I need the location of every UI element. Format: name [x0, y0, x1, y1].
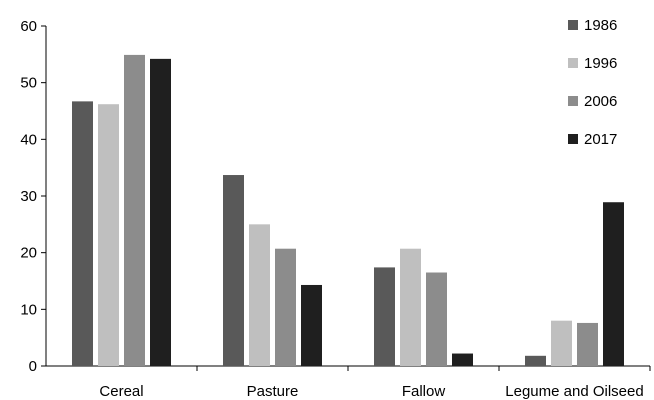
legend-swatch [568, 20, 578, 30]
y-tick-label: 60 [20, 18, 37, 35]
axes: 0 10 20 30 40 50 60 Cereal Pasture Fallow Legume a… [20, 18, 651, 400]
legend: 1986 1996 2006 2017 [568, 17, 617, 148]
x-category-label: Fallow [402, 383, 446, 400]
y-tick-label: 40 [20, 131, 37, 148]
bars [72, 54, 624, 367]
y-tick-label: 0 [29, 358, 37, 375]
x-category-label: Pasture [247, 383, 299, 400]
legend-swatch [568, 134, 578, 144]
bar-2006-fallow [426, 272, 447, 366]
bar-1996-legume-and-oilseed [551, 320, 572, 366]
x-category-label: Cereal [99, 383, 143, 400]
y-tick-label: 10 [20, 301, 37, 318]
bar-2006-legume-and-oilseed [577, 322, 598, 366]
bar-1996-pasture [249, 224, 270, 366]
y-tick-label: 50 [20, 75, 37, 92]
legend-swatch [568, 96, 578, 106]
legend-label: 2006 [584, 93, 617, 110]
bar-1996-fallow [400, 248, 421, 366]
y-tick-label: 20 [20, 245, 37, 262]
legend-label: 2017 [584, 131, 617, 148]
legend-swatch [568, 58, 578, 68]
bar-2017-cereal [150, 58, 171, 366]
bar-1986-legume-and-oilseed [525, 355, 546, 366]
y-tick-label: 30 [20, 188, 37, 205]
bar-1996-cereal [98, 104, 119, 366]
bar-2017-pasture [301, 284, 322, 366]
bar-1986-fallow [374, 267, 395, 366]
x-category-label: Legume and Oilseed [505, 383, 643, 400]
legend-label: 1996 [584, 55, 617, 72]
bar-1986-cereal [72, 101, 93, 366]
bar-2006-cereal [124, 54, 145, 367]
legend-label: 1986 [584, 17, 617, 34]
bar-1986-pasture [223, 175, 244, 366]
bar-2017-fallow [452, 353, 473, 366]
bar-2017-legume-and-oilseed [603, 202, 624, 366]
bar-2006-pasture [275, 248, 296, 366]
